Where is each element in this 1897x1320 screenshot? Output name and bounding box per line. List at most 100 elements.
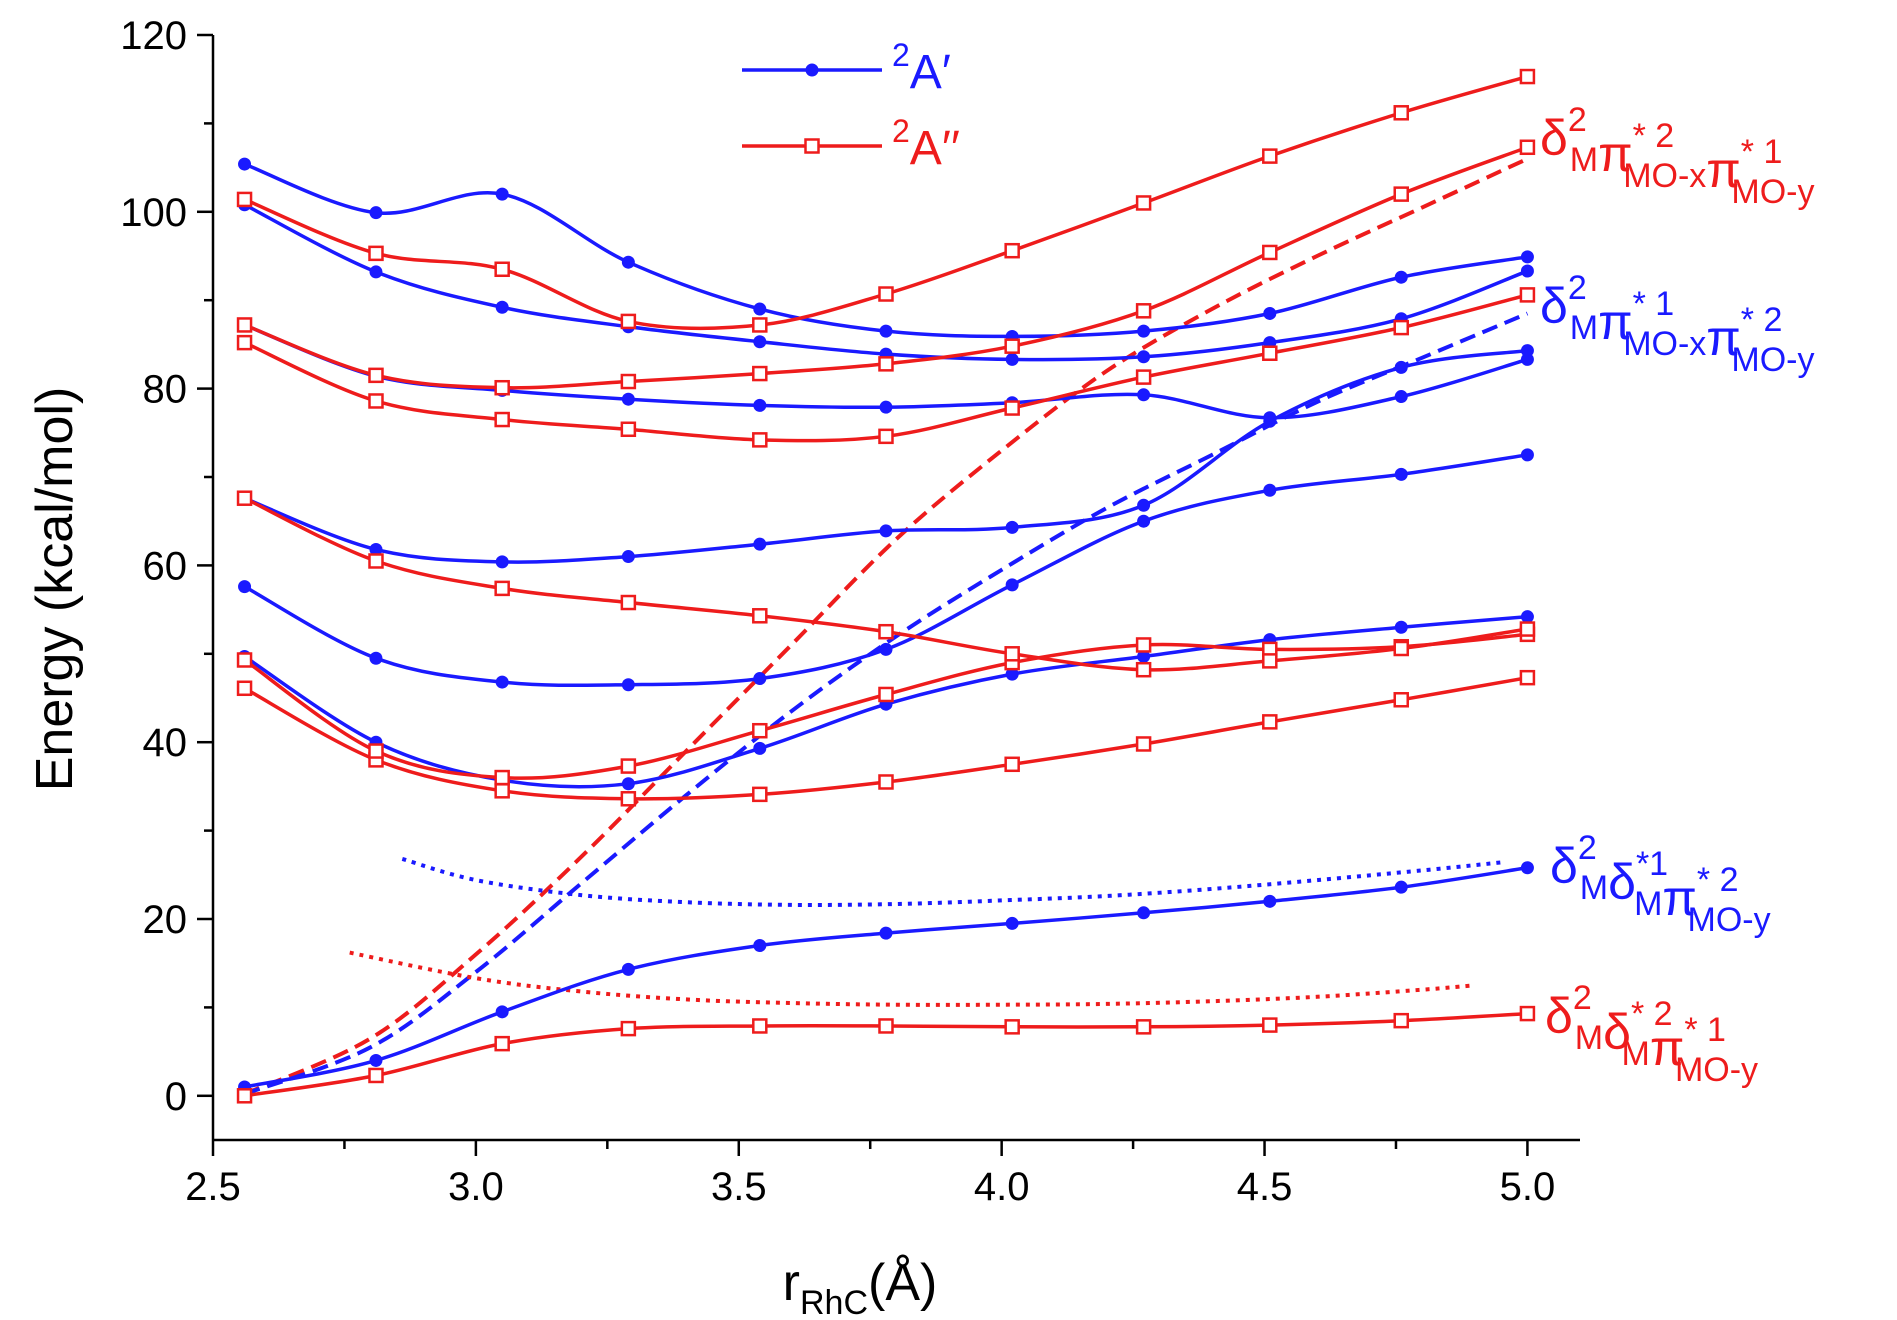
legend-label: 2A′: [892, 37, 951, 99]
config-subscript: MO-y: [1731, 341, 1814, 379]
data-point: [752, 786, 768, 803]
data-point: [1004, 242, 1020, 259]
data-point: [368, 367, 384, 384]
data-point: [1137, 498, 1151, 512]
x-axis-title-main: r: [783, 1254, 800, 1312]
data-point: [1394, 360, 1408, 374]
legend: 2A′2 A′′: [742, 37, 960, 175]
x-axis-title-sub: RhC: [800, 1284, 868, 1320]
config-symbol: δ: [1550, 838, 1578, 894]
data-point: [1394, 390, 1408, 404]
config-symbol: π: [1598, 126, 1633, 182]
config-subscript: M: [1575, 1019, 1603, 1057]
legend-label-sup: 2: [892, 37, 910, 73]
data-point: [1394, 620, 1408, 634]
data-point: [1520, 610, 1534, 624]
data-point: [1135, 369, 1152, 385]
data-point: [495, 187, 509, 201]
data-point: [1393, 692, 1409, 708]
series-a_prime: [238, 448, 1534, 692]
dashed-reference-curve: [243, 311, 1529, 1096]
data-point: [1519, 287, 1536, 303]
config-superscript: 2: [1573, 979, 1592, 1017]
data-point: [620, 373, 637, 390]
config-symbol: δ: [1608, 854, 1636, 910]
y-tick-label: 20: [143, 898, 188, 942]
data-point: [1263, 411, 1277, 425]
data-point: [621, 550, 635, 564]
data-point: [1394, 270, 1408, 284]
config-subscript: M: [1570, 141, 1598, 179]
state-configuration-label: δ2 Mδ*1 Mπ* 2 MO-y: [1550, 829, 1771, 939]
series-a_prime: [238, 861, 1534, 1094]
config-superscript: *1: [1636, 845, 1668, 883]
data-point: [878, 774, 894, 790]
data-point: [495, 555, 509, 569]
data-point: [1135, 1019, 1152, 1035]
data-point: [620, 791, 637, 807]
data-point: [879, 524, 893, 538]
config-subscript: MO-y: [1731, 173, 1814, 211]
config-symbol: δ: [1540, 110, 1568, 166]
data-point: [1004, 338, 1020, 354]
data-point: [1137, 906, 1151, 920]
legend-label-main: A′′: [910, 122, 960, 175]
data-point: [1137, 350, 1151, 364]
data-point: [879, 926, 893, 940]
x-tick-label: 5.0: [1500, 1165, 1556, 1209]
data-point: [621, 777, 635, 791]
config-subscript: MO-x: [1623, 157, 1706, 195]
data-point: [1393, 319, 1409, 336]
data-point: [1393, 640, 1409, 657]
data-point: [1519, 621, 1536, 637]
config-subscript: M: [1622, 1035, 1650, 1073]
state-configuration-label: δ2 Mδ* 2 Mπ* 1 MO-y: [1545, 979, 1758, 1089]
data-point: [1137, 514, 1151, 528]
config-subscript: MO-y: [1675, 1051, 1758, 1089]
config-subscript: MO-x: [1623, 325, 1706, 363]
data-point: [620, 421, 637, 438]
data-point: [1393, 105, 1409, 121]
data-point: [621, 962, 635, 976]
config-superscript: * 1: [1741, 133, 1783, 171]
data-point: [1135, 195, 1152, 211]
config-superscript: * 2: [1741, 301, 1783, 339]
data-point: [621, 678, 635, 692]
config-superscript: * 1: [1684, 1011, 1726, 1049]
data-point: [1137, 324, 1151, 338]
data-point: [753, 537, 767, 551]
x-tick-label: 2.5: [185, 1165, 241, 1209]
y-tick-label: 100: [120, 191, 187, 235]
data-point: [236, 191, 253, 208]
dotted-reference-curve: [349, 950, 1475, 1007]
data-point: [1394, 467, 1408, 481]
data-point: [1520, 448, 1534, 462]
data-point: [621, 255, 635, 269]
data-point: [1005, 352, 1019, 366]
config-subscript: M: [1634, 885, 1662, 923]
config-superscript: * 2: [1633, 117, 1675, 155]
data-point: [1262, 1017, 1278, 1033]
data-point: [1262, 714, 1278, 730]
data-point: [368, 245, 384, 262]
data-point: [752, 608, 768, 624]
config-symbol: δ: [1540, 278, 1568, 334]
data-point: [494, 261, 510, 278]
data-point: [236, 317, 253, 333]
data-point: [1137, 388, 1151, 402]
data-point: [1135, 661, 1152, 678]
y-tick-label: 60: [143, 544, 188, 588]
series-a_prime: [238, 344, 1534, 569]
data-point: [368, 393, 384, 409]
data-point: [1262, 244, 1278, 261]
config-symbol: δ: [1603, 1004, 1631, 1060]
data-point: [1520, 250, 1534, 264]
legend-marker: [804, 138, 820, 154]
data-point: [752, 365, 768, 382]
series-a_double_prime: [236, 626, 1536, 786]
config-subscript: M: [1570, 309, 1598, 347]
data-point: [494, 580, 510, 597]
dotted-reference-curve: [401, 856, 1502, 907]
config-symbol: π: [1598, 294, 1633, 350]
data-point: [1263, 483, 1277, 497]
